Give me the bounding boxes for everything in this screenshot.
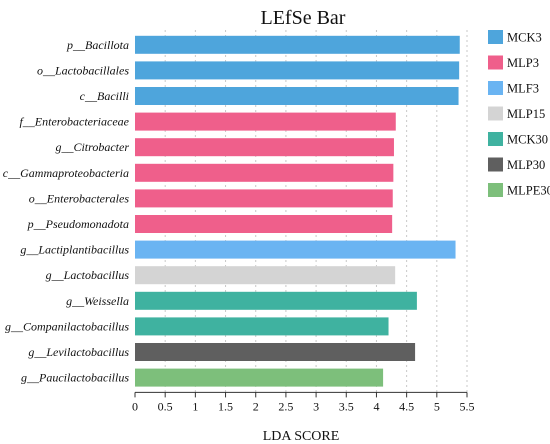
legend-swatch <box>488 106 503 121</box>
x-tick-label: 4 <box>373 399 379 413</box>
category-label: g__Lactiplantibacillus <box>20 243 129 257</box>
x-axis-title: LDA SCORE <box>263 429 340 444</box>
bar <box>135 87 459 105</box>
legend-label: MLP15 <box>507 107 545 121</box>
x-tick-label: 1 <box>192 399 198 413</box>
legend-swatch <box>488 30 503 44</box>
x-tick-label: 5.5 <box>460 399 475 413</box>
x-tick-label: 4.5 <box>399 399 414 413</box>
legend-swatch <box>488 81 503 95</box>
legend-swatch <box>488 55 503 70</box>
x-tick-label: 2.5 <box>278 399 293 413</box>
bar <box>135 189 393 208</box>
legend: MCK3 MLP3 MLF3 MLP15 MCK30 MLP30 MLPE30 <box>488 30 550 198</box>
category-label: g__Lactobacillus <box>46 268 130 282</box>
category-label: p__Bacillota <box>66 38 129 52</box>
bar <box>135 266 396 285</box>
legend-label: MLF3 <box>507 82 539 96</box>
bar <box>135 240 456 259</box>
category-labels: p__Bacillota o__Lactobacillales c__Bacilli… <box>3 38 130 385</box>
legend-label: MCK3 <box>507 31 542 45</box>
category-label: f__Enterobacteriaceae <box>19 115 129 129</box>
category-label: g__Citrobacter <box>55 140 129 154</box>
legend-label: MLPE30 <box>507 184 550 198</box>
category-label: o__Enterobacterales <box>29 191 130 205</box>
bar <box>135 61 460 80</box>
category-label: c__Gammaproteobacteria <box>3 166 129 180</box>
x-tick-label: 2 <box>253 399 259 413</box>
category-label: c__Bacilli <box>80 89 129 103</box>
bar <box>135 163 394 182</box>
category-label: p__Pseudomonadota <box>27 217 129 231</box>
x-tick-label: 3 <box>313 399 319 413</box>
x-axis: 0 0.5 1 1.5 2 2.5 3 3.5 4 4.5 5 5.5 <box>132 391 475 413</box>
legend-swatch <box>488 157 503 172</box>
bar <box>135 291 417 310</box>
grid-lines <box>164 30 468 393</box>
category-label: g__Paucilactobacillus <box>21 371 129 385</box>
legend-swatch <box>488 183 503 197</box>
bar <box>135 112 396 131</box>
legend-label: MCK30 <box>507 133 548 147</box>
x-tick-label: 1.5 <box>218 399 233 413</box>
legend-swatch <box>488 132 503 146</box>
bar <box>135 35 460 54</box>
category-label: g__Levilactobacillus <box>28 345 129 359</box>
bar <box>135 317 389 336</box>
x-tick-label: 0.5 <box>158 399 173 413</box>
bar <box>135 138 394 157</box>
category-label: g__Weissella <box>66 294 129 308</box>
category-label: g__Companilactobacillus <box>5 319 129 333</box>
x-tick-label: 0 <box>132 399 138 413</box>
chart-title: LEfSe Bar <box>261 7 346 29</box>
legend-label: MLP3 <box>507 56 539 70</box>
bars <box>135 35 460 387</box>
x-tick-label: 3.5 <box>339 399 354 413</box>
category-label: o__Lactobacillales <box>37 63 129 77</box>
x-tick-label: 5 <box>434 399 440 413</box>
bar <box>135 215 393 233</box>
bar <box>135 368 384 387</box>
legend-label: MLP30 <box>507 158 545 172</box>
bar <box>135 343 416 361</box>
